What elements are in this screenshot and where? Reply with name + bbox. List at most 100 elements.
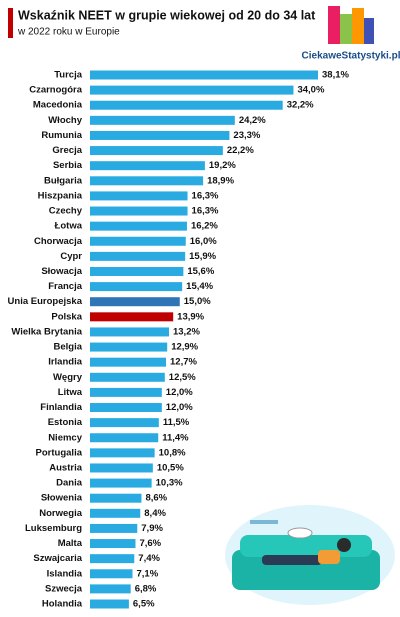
- chart-title: Wskaźnik NEET w grupie wiekowej od 20 do…: [18, 8, 316, 22]
- value-label: 32,2%: [287, 100, 314, 111]
- category-label: Estonia: [48, 417, 83, 428]
- category-label: Macedonia: [33, 100, 83, 111]
- bar: [90, 251, 186, 261]
- category-label: Irlandia: [48, 357, 83, 368]
- bar: [90, 161, 205, 171]
- bar: [90, 478, 152, 488]
- value-label: 15,6%: [187, 266, 214, 277]
- bar: [90, 85, 294, 95]
- category-label: Czechy: [49, 206, 83, 217]
- category-label: Belgia: [53, 342, 82, 353]
- bar: [90, 266, 184, 276]
- bar: [90, 403, 162, 413]
- bar: [90, 327, 169, 337]
- category-label: Litwa: [58, 387, 83, 398]
- logo-part: [364, 18, 374, 44]
- value-label: 6,5%: [133, 599, 155, 610]
- bar: [90, 191, 188, 201]
- value-label: 11,5%: [163, 417, 190, 428]
- category-label: Unia Europejska: [8, 296, 83, 307]
- sofa-back: [240, 535, 372, 557]
- value-label: 24,2%: [239, 115, 266, 126]
- illustration: [225, 505, 395, 605]
- category-label: Portugalia: [36, 447, 83, 458]
- bar: [90, 100, 283, 110]
- bar: [90, 176, 204, 186]
- category-label: Austria: [49, 462, 82, 473]
- bar: [90, 387, 162, 397]
- bar: [90, 206, 188, 216]
- category-label: Dania: [56, 478, 83, 489]
- bar: [90, 523, 138, 533]
- bar: [90, 357, 166, 367]
- value-label: 12,0%: [166, 387, 193, 398]
- bar: [90, 554, 135, 564]
- bar: [90, 282, 183, 292]
- value-label: 7,4%: [138, 553, 160, 564]
- value-label: 13,2%: [173, 326, 200, 337]
- category-label: Słowenia: [41, 493, 83, 504]
- value-label: 10,8%: [159, 447, 186, 458]
- value-label: 13,9%: [177, 311, 204, 322]
- category-label: Cypr: [60, 251, 82, 262]
- bar: [90, 115, 235, 125]
- value-label: 19,2%: [209, 160, 236, 171]
- value-label: 16,3%: [192, 190, 219, 201]
- bar: [90, 508, 141, 518]
- person-head: [337, 538, 351, 552]
- title-accent: [8, 8, 13, 38]
- bar: [90, 70, 318, 80]
- logo: CiekaweStatystyki.pl: [302, 6, 400, 62]
- category-label: Hiszpania: [38, 190, 83, 201]
- value-label: 38,1%: [322, 70, 349, 81]
- value-label: 10,5%: [157, 462, 184, 473]
- person-legs: [262, 555, 322, 565]
- bar: [90, 584, 131, 594]
- value-label: 7,1%: [136, 568, 158, 579]
- value-label: 8,6%: [145, 493, 167, 504]
- value-label: 15,4%: [186, 281, 213, 292]
- value-label: 12,7%: [170, 357, 197, 368]
- chart-subtitle: w 2022 roku w Europie: [17, 27, 120, 38]
- value-label: 16,0%: [190, 236, 217, 247]
- category-label: Słowacja: [41, 266, 82, 277]
- category-label: Turcja: [54, 70, 83, 81]
- value-label: 16,2%: [191, 221, 218, 232]
- category-label: Chorwacja: [34, 236, 83, 247]
- bar: [90, 599, 129, 609]
- value-label: 7,6%: [139, 538, 161, 549]
- category-label: Bułgaria: [44, 175, 83, 186]
- category-label: Polska: [51, 311, 82, 322]
- value-label: 11,4%: [162, 432, 189, 443]
- bar: [90, 418, 159, 428]
- bar: [90, 146, 223, 156]
- bar: [90, 448, 155, 458]
- value-label: 22,2%: [227, 145, 254, 156]
- bar: [90, 433, 159, 443]
- logo-part: [340, 14, 352, 44]
- value-label: 12,0%: [166, 402, 193, 413]
- category-label: Szwecja: [45, 583, 83, 594]
- bar: [90, 569, 133, 579]
- value-label: 6,8%: [135, 583, 157, 594]
- logo-part: [352, 8, 364, 44]
- value-label: 12,5%: [169, 372, 196, 383]
- value-label: 34,0%: [297, 85, 324, 96]
- value-label: 15,9%: [189, 251, 216, 262]
- category-label: Luksemburg: [25, 523, 82, 534]
- bar: [90, 312, 174, 322]
- dog: [287, 527, 313, 539]
- category-label: Holandia: [42, 599, 83, 610]
- bar: [90, 493, 142, 503]
- category-label: Francja: [48, 281, 83, 292]
- category-label: Włochy: [48, 115, 82, 126]
- category-label: Norwegia: [39, 508, 82, 519]
- category-label: Malta: [58, 538, 83, 549]
- category-label: Islandia: [47, 568, 83, 579]
- value-label: 23,3%: [233, 130, 260, 141]
- category-label: Rumunia: [41, 130, 82, 141]
- category-label: Węgry: [53, 372, 83, 383]
- logo-part: [328, 6, 340, 44]
- value-label: 16,3%: [192, 206, 219, 217]
